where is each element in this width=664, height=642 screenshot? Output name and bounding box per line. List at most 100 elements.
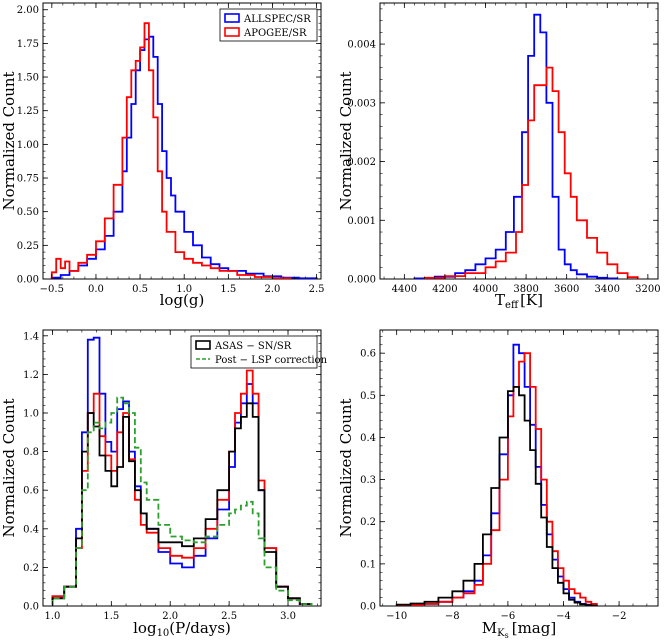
ytick-label: 0.75: [17, 174, 39, 185]
xtick-label: 0.0: [88, 284, 104, 295]
xtick-label: −0.5: [40, 284, 64, 295]
ytick-label: 0.002: [347, 157, 376, 168]
series-layer-mk: [395, 343, 598, 606]
axes-frame-period: [42, 329, 322, 607]
ytick-label: 0.3: [360, 475, 376, 486]
xlabel-teff: Teff [K]: [495, 291, 543, 311]
legend-swatch-apogee: [224, 27, 240, 37]
xtick-label: 3.0: [280, 611, 296, 622]
ytick-label: 0.00: [17, 275, 39, 286]
xlabel-period: log10(P/days): [133, 619, 231, 639]
xtick-label: 2.5: [309, 284, 325, 295]
xlabel-period-rest: (P/days): [169, 619, 231, 637]
xtick-label: 3600: [554, 284, 579, 295]
xtick-label: 3800: [513, 284, 538, 295]
panel-logg: −0.5 0.0 0.5 1.0 1.5 2.0 2.5 0.00 0.25 0.50 0.75 1.…: [0, 2, 325, 309]
ticks-layer-period: 1.0 1.5 2.0 2.5 3.0 0.0 0.2 0.4 0.6 0.8 1.0 1.2 1.4: [23, 330, 321, 622]
xlabel-period-sub: 10: [157, 628, 170, 639]
xlabel-mk-unit: [mag]: [512, 619, 556, 637]
axes-frame-logg: [42, 2, 322, 280]
ytick-label: 1.0: [23, 408, 39, 419]
xtick-label: 2.0: [162, 611, 178, 622]
xtick-label: 4000: [473, 284, 498, 295]
xlabel-period-main: log: [133, 619, 157, 637]
ytick-label: 0.0: [360, 602, 376, 613]
ytick-label: 0.5: [360, 391, 376, 402]
ytick-label: 0.001: [347, 216, 376, 227]
series-layer-period: [51, 336, 313, 606]
xtick-label: 1.5: [103, 611, 119, 622]
xtick-label: 0.5: [132, 284, 148, 295]
legend-label-lsp: Post − LSP correction: [215, 355, 328, 366]
xtick-label: 2.5: [221, 611, 237, 622]
ytick-label: 0.0: [23, 602, 39, 613]
ytick-label: 0.003: [347, 98, 376, 109]
panel-mk: −10 −8 −6 −4 −2 0.0 0.1 0.2 0.3 0.4 0.5 0.6 MKs [mag…: [337, 329, 659, 640]
ytick-label: 0.004: [347, 40, 376, 51]
xlabel-teff-unit: [K]: [520, 291, 543, 309]
histogram-series-2-3: [51, 396, 313, 606]
histogram-series-1-1: [423, 66, 639, 279]
ytick-label: 0.8: [23, 447, 39, 458]
ylabel-period: Normalized Count: [0, 398, 18, 537]
xtick-label: 4400: [392, 284, 417, 295]
legend-swatch-allspec: [224, 13, 240, 23]
series-layer-teff: [413, 13, 639, 279]
xlabel-mk-subsub: s: [505, 631, 509, 640]
ytick-label: 0.50: [17, 207, 39, 218]
ticks-layer-teff: 4400 4200 4000 3800 3600 3400 3200 0.000 0.001 0.…: [347, 3, 661, 295]
xtick-label: −8: [445, 611, 460, 622]
xtick-label: 1.5: [220, 284, 236, 295]
panel-teff: 4400 4200 4000 3800 3600 3400 3200 0.000 0.001 0.…: [337, 2, 661, 311]
ytick-label: 0.2: [23, 563, 39, 574]
xtick-label: −10: [386, 611, 407, 622]
ytick-label: 1.75: [17, 39, 39, 50]
legend-logg: ALLSPEC/SR APOGEE/SR: [219, 8, 318, 42]
ytick-label: 1.4: [23, 331, 39, 342]
ytick-label: 0.1: [360, 559, 376, 570]
histogram-series-1-0: [413, 13, 619, 279]
xlabel-logg: log(g): [160, 291, 205, 309]
ytick-label: 1.2: [23, 370, 39, 381]
xlabel-teff-sub: eff: [505, 300, 519, 311]
ytick-label: 0.000: [347, 275, 376, 286]
histogram-series-2-2: [51, 402, 313, 606]
ytick-label: 1.50: [17, 73, 39, 84]
ytick-label: 0.4: [360, 433, 376, 444]
ytick-label: 1.00: [17, 140, 39, 151]
legend-label-asassn: ASAS − SN/SR: [214, 341, 292, 352]
histogram-series-3-1: [396, 352, 598, 606]
xtick-label: −4: [556, 611, 571, 622]
ytick-label: 0.6: [23, 486, 39, 497]
legend-label-allspec: ALLSPEC/SR: [243, 14, 311, 25]
xtick-label: 3400: [595, 284, 620, 295]
xtick-label: 4200: [432, 284, 457, 295]
xtick-label: 2.0: [265, 284, 281, 295]
xtick-label: 1.0: [44, 611, 60, 622]
ytick-label: 1.25: [17, 106, 39, 117]
xtick-label: 1.0: [176, 284, 192, 295]
xlabel-teff-main: T: [495, 291, 505, 309]
xlabel-mk-sub: K: [497, 628, 505, 639]
histogram-series-3-2: [395, 386, 598, 606]
legend-label-apogee: APOGEE/SR: [243, 28, 307, 39]
xtick-label: −2: [612, 611, 627, 622]
series-layer-logg: [50, 22, 318, 279]
xtick-label: 3200: [635, 284, 660, 295]
ytick-label: 0.4: [23, 524, 39, 535]
ylabel-teff: Normalized Count: [337, 71, 355, 210]
legend-box-period: [190, 335, 318, 369]
legend-period: ASAS − SN/SR Post − LSP correction: [190, 335, 328, 369]
histogram-series-0-1: [50, 22, 291, 279]
ytick-label: 0.25: [17, 241, 39, 252]
ylabel-logg: Normalized Count: [0, 71, 18, 210]
ticks-layer-logg: −0.5 0.0 0.5 1.0 1.5 2.0 2.5 0.00 0.25 0.50 0.75 1.…: [17, 3, 325, 295]
xlabel-mk: MKs [mag]: [482, 619, 556, 640]
ytick-label: 0.2: [360, 517, 376, 528]
ytick-label: 2.00: [17, 5, 39, 16]
ylabel-mk: Normalized Count: [337, 398, 355, 537]
xtick-label: −6: [501, 611, 516, 622]
ticks-layer-mk: −10 −8 −6 −4 −2 0.0 0.1 0.2 0.3 0.4 0.5 0.6: [360, 330, 658, 622]
panel-period: 1.0 1.5 2.0 2.5 3.00.00.20.40.60.81.01.21.4 …: [0, 329, 328, 639]
